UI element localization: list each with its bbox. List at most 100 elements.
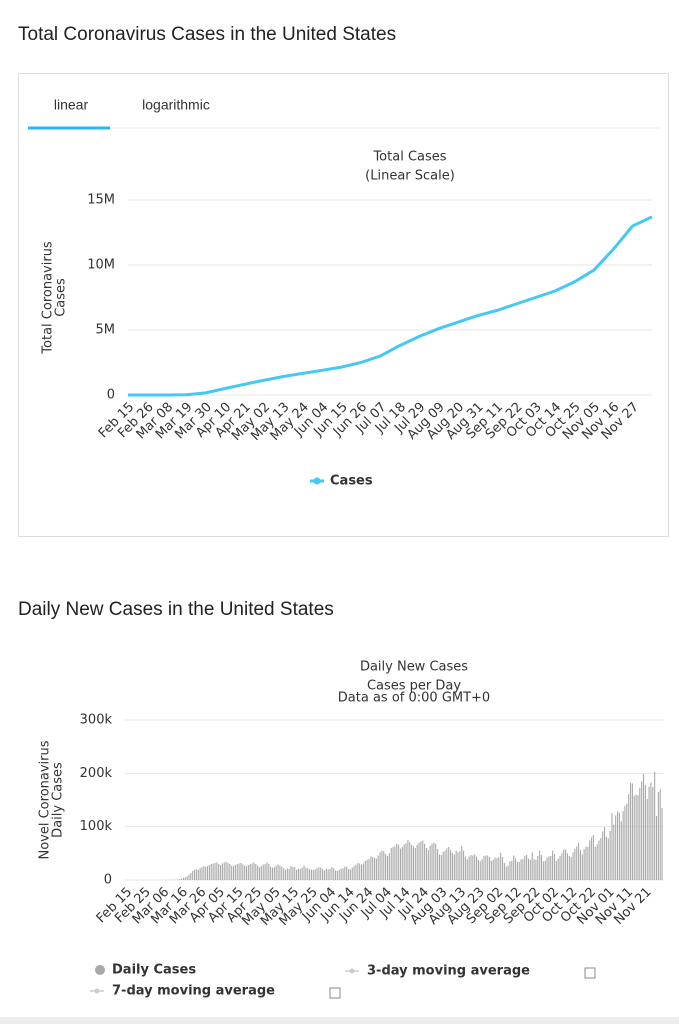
bar: [392, 846, 394, 880]
bar: [468, 856, 470, 880]
bar: [268, 864, 270, 880]
bar: [181, 878, 183, 880]
bar: [424, 843, 426, 880]
bar: [555, 860, 557, 880]
bar: [331, 867, 333, 880]
bar: [270, 866, 272, 880]
bar: [236, 864, 238, 880]
bar: [327, 869, 329, 880]
bar: [405, 843, 407, 880]
bar: [598, 840, 600, 880]
bar: [535, 859, 537, 880]
bar: [585, 846, 587, 880]
bar: [368, 859, 370, 880]
bar: [529, 859, 531, 880]
bar: [411, 844, 413, 880]
bar: [501, 857, 504, 880]
bar: [570, 857, 572, 880]
bar: [414, 848, 416, 880]
bar: [628, 794, 630, 880]
bar: [455, 850, 457, 880]
bar: [516, 861, 518, 880]
bar: [253, 862, 255, 880]
bar: [294, 867, 296, 880]
y-tick-label: 15M: [87, 193, 115, 208]
bar: [459, 851, 461, 880]
bar: [527, 858, 530, 880]
bar: [629, 782, 632, 880]
bar: [290, 866, 292, 880]
bar: [574, 849, 576, 880]
tab[interactable]: logarithmic: [142, 97, 210, 113]
bar: [212, 863, 214, 880]
bar: [338, 869, 340, 880]
bar: [370, 856, 372, 880]
bar: [296, 869, 298, 880]
bar: [305, 867, 307, 880]
bar: [583, 849, 585, 880]
bar: [286, 868, 288, 880]
bar: [316, 868, 318, 880]
bar: [364, 860, 366, 880]
bar: [257, 865, 259, 880]
bar: [461, 845, 463, 880]
bar: [540, 854, 543, 880]
bar: [325, 868, 327, 880]
bar: [320, 867, 322, 880]
bar: [448, 846, 450, 880]
bar: [561, 853, 563, 880]
bar: [431, 843, 433, 880]
bar: [336, 870, 338, 880]
bar: [472, 855, 474, 880]
bar: [444, 850, 446, 880]
bar: [592, 835, 594, 880]
bar: [505, 866, 507, 880]
section-heading: Daily New Cases in the United States: [18, 599, 334, 620]
bar: [514, 858, 517, 880]
bar: [385, 853, 387, 880]
bar: [418, 842, 420, 880]
bar: [349, 869, 351, 880]
bar: [340, 868, 342, 880]
bar: [251, 863, 253, 880]
bar: [386, 856, 389, 880]
chart-subtitle: Data as of 0:00 GMT+0: [338, 691, 490, 706]
bar: [479, 861, 481, 880]
bar: [333, 868, 335, 880]
bar: [568, 856, 570, 880]
y-tick-label: 100k: [80, 819, 113, 834]
bar: [401, 846, 403, 880]
bar: [572, 852, 574, 880]
bar: [342, 868, 344, 880]
bar: [498, 857, 500, 880]
bar: [507, 865, 509, 880]
bar: [578, 842, 580, 880]
bar: [244, 865, 246, 880]
bar: [618, 812, 620, 880]
bar: [477, 859, 479, 880]
bar: [201, 867, 203, 880]
y-tick-label: 200k: [80, 766, 113, 781]
bar: [429, 845, 431, 880]
tab[interactable]: linear: [54, 97, 89, 113]
bar: [520, 859, 522, 880]
legend-checkbox[interactable]: [329, 987, 341, 999]
bar: [464, 856, 466, 880]
bar: [355, 864, 357, 880]
legend-label: 7-day moving average: [112, 984, 275, 999]
bar: [579, 850, 581, 880]
bar: [552, 850, 554, 880]
bar: [563, 849, 565, 880]
bar: [492, 859, 494, 880]
bar: [210, 864, 212, 880]
bar: [435, 843, 437, 880]
bar: [240, 862, 242, 880]
bar: [615, 815, 617, 880]
bar: [396, 843, 398, 880]
bar: [513, 855, 515, 880]
bar: [218, 864, 220, 880]
bar: [442, 851, 444, 880]
bar: [247, 865, 249, 880]
bar: [310, 869, 312, 880]
legend-checkbox[interactable]: [584, 967, 596, 979]
